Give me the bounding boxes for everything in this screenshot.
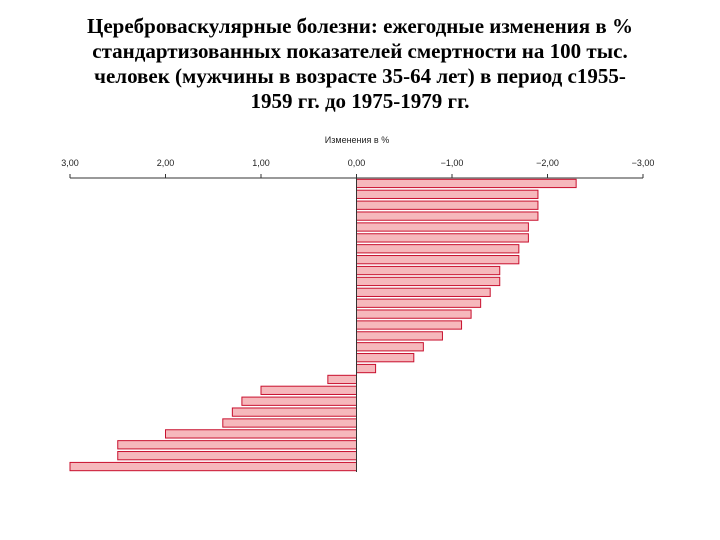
bar [356, 276, 501, 287]
bar [222, 418, 357, 428]
title-line: Цереброваскулярные болезни: ежегодные из… [87, 14, 633, 38]
bar [117, 451, 357, 461]
bar [356, 233, 529, 243]
bar [327, 374, 358, 385]
bar [241, 396, 357, 406]
bar [356, 353, 415, 363]
bar [356, 287, 491, 297]
x-tick-label: 2,00 [157, 158, 175, 168]
bar [260, 385, 357, 395]
bar [356, 178, 577, 189]
bar [356, 265, 501, 276]
axis-title: Изменения в % [325, 135, 389, 145]
title-line: стандартизованных показателей смертности… [92, 39, 627, 63]
bar [356, 363, 377, 374]
x-tick-label: −3,00 [632, 158, 655, 168]
title-line: 1959 гг. до 1975-1979 гг. [250, 89, 469, 113]
x-tick-label: 0,00 [348, 158, 366, 168]
bar [117, 440, 357, 450]
bar [356, 211, 539, 221]
bar [165, 429, 357, 439]
bar [356, 255, 520, 265]
bar [231, 407, 358, 417]
x-tick-label: 1,00 [252, 158, 270, 168]
x-tick-label: 3,00 [61, 158, 79, 168]
bar [356, 298, 482, 308]
bar [356, 309, 472, 319]
bar [356, 189, 539, 199]
bar [356, 244, 520, 254]
bar [356, 342, 424, 352]
bar [356, 222, 529, 232]
title-line: человек (мужчины в возрасте 35-64 лет) в… [94, 64, 626, 88]
x-tick-label: −1,00 [441, 158, 464, 168]
bar [69, 461, 357, 472]
bar [356, 200, 539, 210]
bar [356, 320, 463, 330]
x-tick-label: −2,00 [536, 158, 559, 168]
bar [356, 331, 443, 341]
